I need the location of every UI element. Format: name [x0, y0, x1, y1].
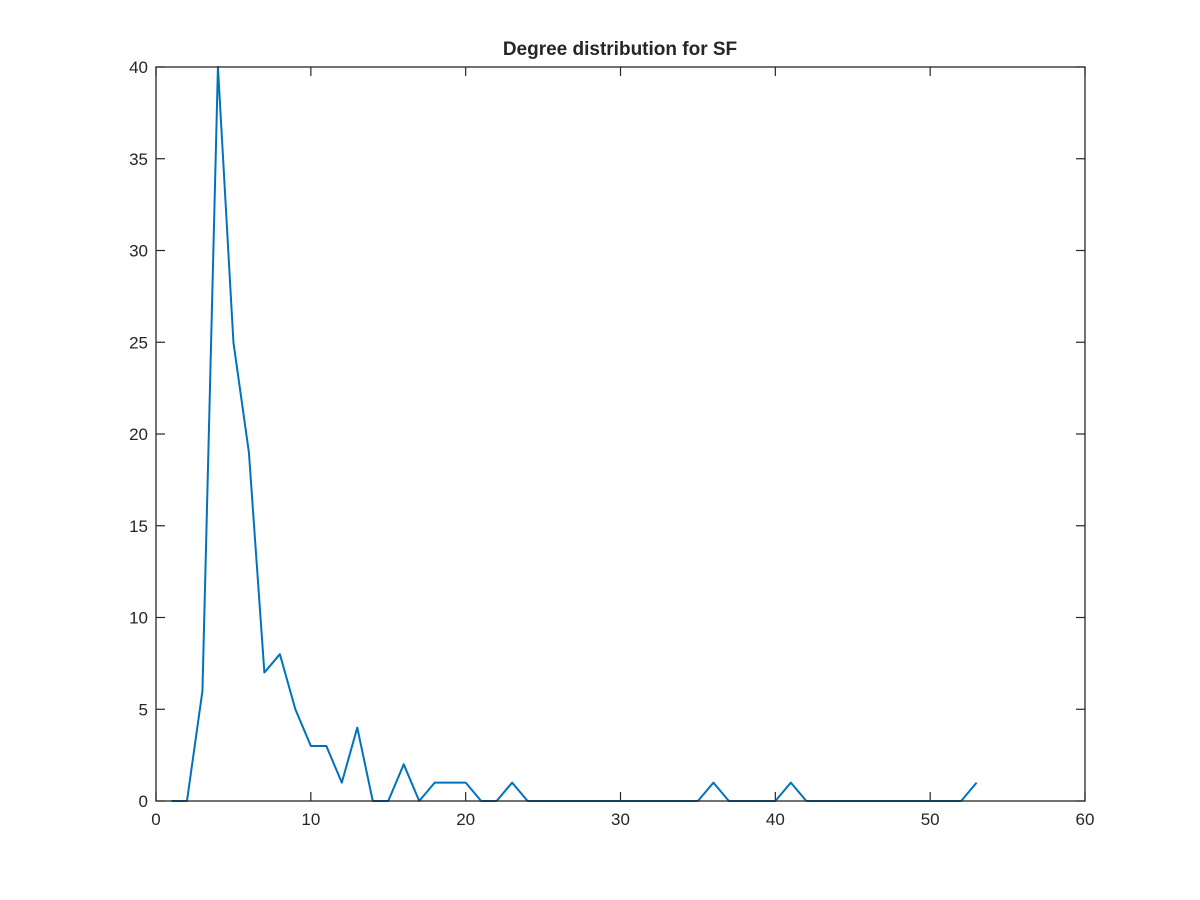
plot-frame	[155, 66, 1086, 802]
chart-title: Degree distribution for SF	[503, 39, 737, 60]
plot-area	[156, 67, 1085, 801]
y-tick-label-5: 5	[139, 700, 148, 719]
y-tick-label-15: 15	[129, 517, 148, 536]
x-tick-label-20: 20	[456, 810, 475, 829]
y-tick-label-25: 25	[129, 333, 148, 352]
y-tick-label-20: 20	[129, 425, 148, 444]
x-tick-label-30: 30	[611, 810, 630, 829]
x-tick-label-50: 50	[921, 810, 940, 829]
x-tick-label-60: 60	[1076, 810, 1095, 829]
x-tick-label-0: 0	[151, 810, 160, 829]
y-tick-label-10: 10	[129, 609, 148, 628]
y-tick-label-35: 35	[129, 150, 148, 169]
y-tick-label-30: 30	[129, 242, 148, 261]
y-tick-label-0: 0	[139, 792, 148, 811]
axis-tick-labels: 0 10 20 30 40 50 60 0 5 10 15 20 25 30 35 40	[129, 58, 1094, 829]
x-tick-label-10: 10	[301, 810, 320, 829]
y-tick-label-40: 40	[129, 58, 148, 77]
x-tick-label-40: 40	[766, 810, 785, 829]
